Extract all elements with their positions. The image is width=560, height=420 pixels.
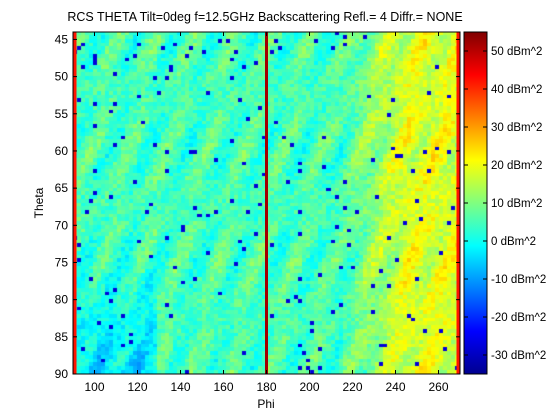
x-tick-label: 140 (170, 380, 190, 394)
colorbar-tick-label: -20 dBm^2 (491, 312, 546, 324)
y-tick-label: 55 (55, 107, 69, 121)
colorbar-tick-label: 0 dBm^2 (491, 236, 536, 248)
x-tick-label: 100 (84, 380, 104, 394)
colorbar-tick-label: 30 dBm^2 (491, 122, 542, 134)
y-tick-label: 60 (55, 144, 69, 158)
colorbar-tick-label: -30 dBm^2 (491, 350, 546, 362)
x-tick-label: 260 (428, 380, 448, 394)
y-tick-label: 50 (55, 70, 69, 84)
y-tick-label: 45 (55, 32, 69, 46)
x-tick-label: 200 (299, 380, 319, 394)
x-tick-label: 160 (213, 380, 233, 394)
peak-lines (73, 32, 460, 374)
x-tick-label: 120 (127, 380, 147, 394)
x-tick-label: 220 (342, 380, 362, 394)
x-tick-label: 180 (256, 380, 276, 394)
colorbar-tick-label: -10 dBm^2 (491, 274, 546, 286)
y-tick-label: 80 (55, 293, 69, 307)
x-tick-label: 240 (385, 380, 405, 394)
x-axis-label: Phi (257, 397, 274, 411)
colorbar-tick-label: 40 dBm^2 (491, 84, 542, 96)
x-axis-ticks: 100 120 140 160 180 200 220 240 260 (84, 32, 449, 394)
y-tick-label: 75 (55, 255, 69, 269)
y-tick-label: 70 (55, 218, 69, 232)
colorbar-tick-label: 50 dBm^2 (491, 46, 542, 58)
colorbar-ticks: -30 dBm^2 -20 dBm^2 -10 dBm^2 0 dBm^2 10 dBm… (464, 46, 546, 362)
y-tick-label: 90 (55, 367, 69, 381)
colorbar-tick-label: 20 dBm^2 (491, 160, 542, 172)
y-axis-ticks: 45 50 55 60 65 70 75 80 85 90 (55, 32, 460, 381)
y-tick-label: 65 (55, 181, 69, 195)
y-axis-label: Theta (32, 187, 46, 218)
colorbar-tick-label: 10 dBm^2 (491, 198, 542, 210)
chart-title: RCS THETA Tilt=0deg f=12.5GHz Backscatte… (67, 10, 462, 24)
y-tick-label: 85 (55, 330, 69, 344)
